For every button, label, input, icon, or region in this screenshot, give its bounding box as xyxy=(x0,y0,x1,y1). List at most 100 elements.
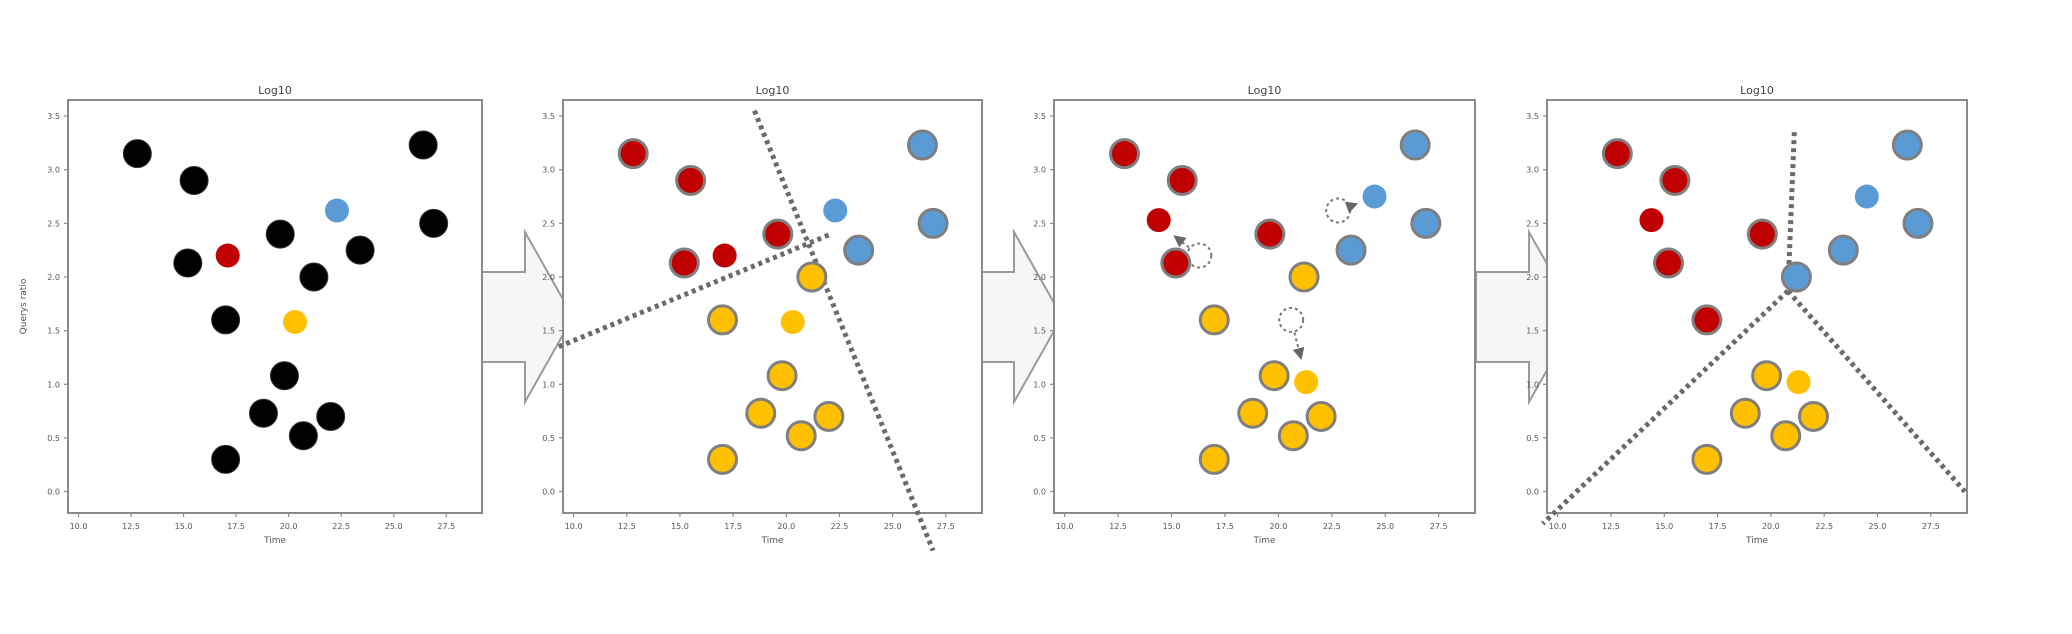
centroid-blue xyxy=(324,198,349,223)
data-point xyxy=(668,247,700,279)
x-tick-label: 27.5 xyxy=(937,522,955,531)
y-tick-label: 1.5 xyxy=(47,327,60,336)
panel-1: Log10 10.0 12.5 15.0 17.5 20.0 22.5 25.0 27.5 0.0… xyxy=(19,84,483,546)
centroid-yellow xyxy=(282,310,307,335)
data-point xyxy=(1277,420,1309,452)
y-tick-label: 2.5 xyxy=(542,219,555,228)
data-point xyxy=(299,262,329,292)
data-point xyxy=(1746,218,1778,250)
data-point xyxy=(1601,138,1633,170)
x-tick-label: 17.5 xyxy=(227,522,245,531)
data-point xyxy=(211,305,241,335)
x-tick-label: 25.0 xyxy=(1869,522,1887,531)
cluster-boundary xyxy=(1785,132,1797,292)
data-point xyxy=(1797,400,1829,432)
data-point xyxy=(1780,261,1812,293)
data-point xyxy=(345,235,375,265)
y-tick-label: 3.5 xyxy=(1033,112,1046,121)
x-tick-label: 15.0 xyxy=(1163,522,1181,531)
panel-title: Log10 xyxy=(1248,84,1282,97)
x-tick-label: 22.5 xyxy=(1815,522,1833,531)
x-tick-label: 20.0 xyxy=(1762,522,1780,531)
x-tick-label: 15.0 xyxy=(175,522,193,531)
data-point xyxy=(745,397,777,429)
y-tick-label: 2.0 xyxy=(1033,273,1046,282)
data-point xyxy=(1109,138,1141,170)
data-point xyxy=(122,139,152,169)
y-tick-label: 3.5 xyxy=(47,112,60,121)
y-tick-label: 0.5 xyxy=(1033,434,1046,443)
data-point xyxy=(707,443,739,475)
data-point xyxy=(211,444,241,474)
data-point xyxy=(1653,247,1685,279)
y-tick-label: 0.0 xyxy=(1526,488,1539,497)
x-axis-label: Time xyxy=(1745,536,1768,546)
y-tick-label: 3.0 xyxy=(542,166,555,175)
data-point xyxy=(1691,304,1723,336)
panel-title: Log10 xyxy=(756,84,790,97)
data-point xyxy=(316,401,346,431)
data-point xyxy=(1258,360,1290,392)
y-tick-label: 3.0 xyxy=(1526,166,1539,175)
panel-title: Log10 xyxy=(258,84,292,97)
data-point xyxy=(1166,164,1198,196)
centroid-red xyxy=(1146,208,1171,233)
process-arrow-1 xyxy=(469,228,575,406)
data-point xyxy=(1659,164,1691,196)
data-point xyxy=(1237,397,1269,429)
plot-frame xyxy=(67,99,483,514)
data-point xyxy=(766,360,798,392)
centroid-move-arrow xyxy=(1344,201,1359,214)
x-tick-label: 25.0 xyxy=(1376,522,1394,531)
data-point xyxy=(1410,207,1442,239)
y-tick-label: 0.0 xyxy=(1033,488,1046,497)
data-point xyxy=(1770,420,1802,452)
x-tick-label: 20.0 xyxy=(777,522,795,531)
data-point xyxy=(813,400,845,432)
data-point xyxy=(419,208,449,238)
data-point xyxy=(173,248,203,278)
x-tick-label: 10.0 xyxy=(565,522,583,531)
x-tick-label: 12.5 xyxy=(122,522,140,531)
centroid-blue xyxy=(1854,184,1879,209)
data-point xyxy=(1729,397,1761,429)
centroid-yellow xyxy=(1786,370,1811,395)
x-axis-label: Time xyxy=(1252,536,1275,546)
y-tick-label: 0.5 xyxy=(47,434,60,443)
panel-3: Log10 10.0 12.5 15.0 17.5 20.0 22.5 25.0 27.5 0.0… xyxy=(1033,84,1476,546)
y-tick-label: 3.5 xyxy=(542,112,555,121)
data-point xyxy=(1198,443,1230,475)
x-tick-label: 27.5 xyxy=(1922,522,1940,531)
x-tick-label: 22.5 xyxy=(831,522,849,531)
y-tick-label: 1.0 xyxy=(1033,380,1046,389)
x-tick-label: 12.5 xyxy=(1602,522,1620,531)
cluster-boundary xyxy=(557,231,832,350)
data-point xyxy=(707,304,739,336)
y-tick-label: 2.5 xyxy=(1033,219,1046,228)
cluster-boundary xyxy=(1541,289,1790,526)
centroid-move-arrow xyxy=(1292,332,1305,361)
x-tick-label: 17.5 xyxy=(1216,522,1234,531)
data-point xyxy=(1691,443,1723,475)
centroid-move-arrow xyxy=(1173,235,1190,249)
y-tick-label: 2.0 xyxy=(542,273,555,282)
x-tick-label: 27.5 xyxy=(1430,522,1448,531)
y-tick-label: 1.5 xyxy=(1033,327,1046,336)
centroid-red xyxy=(1639,208,1664,233)
y-tick-label: 1.0 xyxy=(47,380,60,389)
centroid-yellow xyxy=(1294,370,1319,395)
y-tick-label: 3.0 xyxy=(47,166,60,175)
x-tick-label: 10.0 xyxy=(1056,522,1074,531)
data-point xyxy=(617,138,649,170)
centroid-blue xyxy=(1362,184,1387,209)
x-tick-label: 25.0 xyxy=(385,522,403,531)
y-tick-label: 2.5 xyxy=(47,219,60,228)
x-tick-label: 12.5 xyxy=(618,522,636,531)
data-point xyxy=(408,130,438,160)
centroid-yellow xyxy=(780,310,805,335)
data-point xyxy=(179,165,209,195)
y-tick-label: 0.0 xyxy=(47,488,60,497)
x-axis-label: Time xyxy=(263,536,286,546)
y-tick-label: 2.0 xyxy=(1526,273,1539,282)
